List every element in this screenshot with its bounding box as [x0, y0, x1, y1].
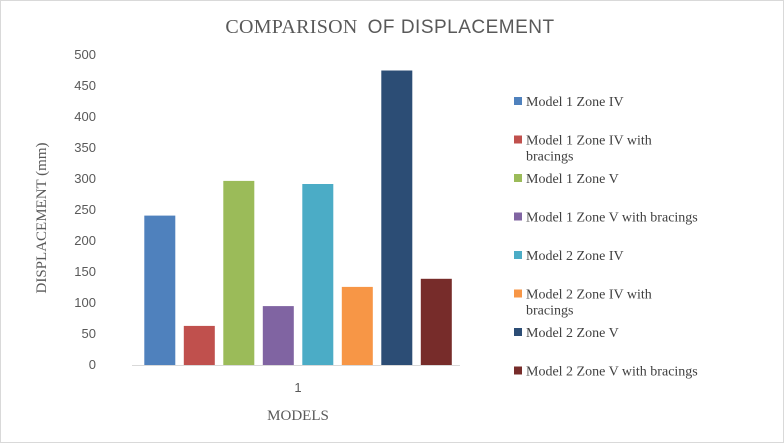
bar — [262, 306, 294, 365]
bar — [223, 180, 255, 365]
legend-label: Model 2 Zone V with bracings — [526, 365, 698, 380]
y-tick-label: 50 — [82, 326, 96, 341]
bar-group — [144, 70, 452, 365]
bar — [420, 278, 452, 365]
y-axis: 0 50 100 150 200 250 300 350 400 450 500 — [74, 47, 96, 372]
legend-label: bracings — [526, 150, 573, 165]
legend-swatch — [514, 289, 522, 298]
y-tick-label: 400 — [74, 109, 96, 124]
legend-item: Model 2 Zone V with bracings — [514, 365, 698, 380]
legend-swatch — [514, 328, 522, 336]
chart-title-part1: COMPARISON — [225, 16, 357, 38]
legend-label: Model 1 Zone IV — [526, 95, 624, 110]
y-tick-label: 200 — [74, 233, 96, 248]
y-tick-label: 150 — [74, 264, 96, 279]
bar — [144, 215, 176, 365]
legend-label: Model 1 Zone V — [526, 172, 619, 187]
y-tick-label: 0 — [89, 357, 96, 372]
legend-swatch — [514, 366, 522, 375]
bar — [183, 325, 215, 365]
legend-swatch — [514, 174, 522, 182]
legend-label: Model 2 Zone IV — [526, 249, 624, 264]
legend-label: Model 1 Zone V with bracings — [526, 211, 698, 226]
legend-label: Model 1 Zone IV with — [526, 134, 652, 149]
chart-title: COMPARISON OF DISPLACEMENT — [225, 16, 554, 38]
legend-item: Model 1 Zone IV — [514, 95, 624, 110]
bar — [381, 70, 413, 365]
legend-item: Model 2 Zone V — [514, 326, 619, 341]
legend-label: Model 2 Zone V — [526, 326, 619, 341]
legend-label: Model 2 Zone IV with — [526, 288, 652, 303]
y-tick-label: 350 — [74, 140, 96, 155]
legend-label: bracings — [526, 304, 573, 319]
legend-swatch — [514, 251, 522, 259]
legend-swatch — [514, 212, 522, 221]
x-axis: 1 — [294, 380, 301, 395]
legend-swatch — [514, 135, 522, 144]
legend-swatch — [514, 97, 522, 105]
bar — [302, 184, 334, 365]
y-tick-label: 500 — [74, 47, 96, 62]
y-tick-label: 300 — [74, 171, 96, 186]
x-axis-title: MODELS — [267, 408, 329, 424]
chart-title-part2: OF DISPLACEMENT — [368, 17, 555, 38]
legend-item: Model 1 Zone V with bracings — [514, 211, 698, 226]
y-tick-label: 100 — [74, 295, 96, 310]
y-tick-label: 450 — [74, 78, 96, 93]
legend-item: Model 2 Zone IV — [514, 249, 624, 264]
x-tick-label: 1 — [294, 380, 301, 395]
legend-item: Model 1 Zone V — [514, 172, 619, 187]
bar — [341, 286, 373, 365]
y-axis-title: DISPLACEMENT (mm) — [34, 143, 50, 294]
y-tick-label: 250 — [74, 202, 96, 217]
